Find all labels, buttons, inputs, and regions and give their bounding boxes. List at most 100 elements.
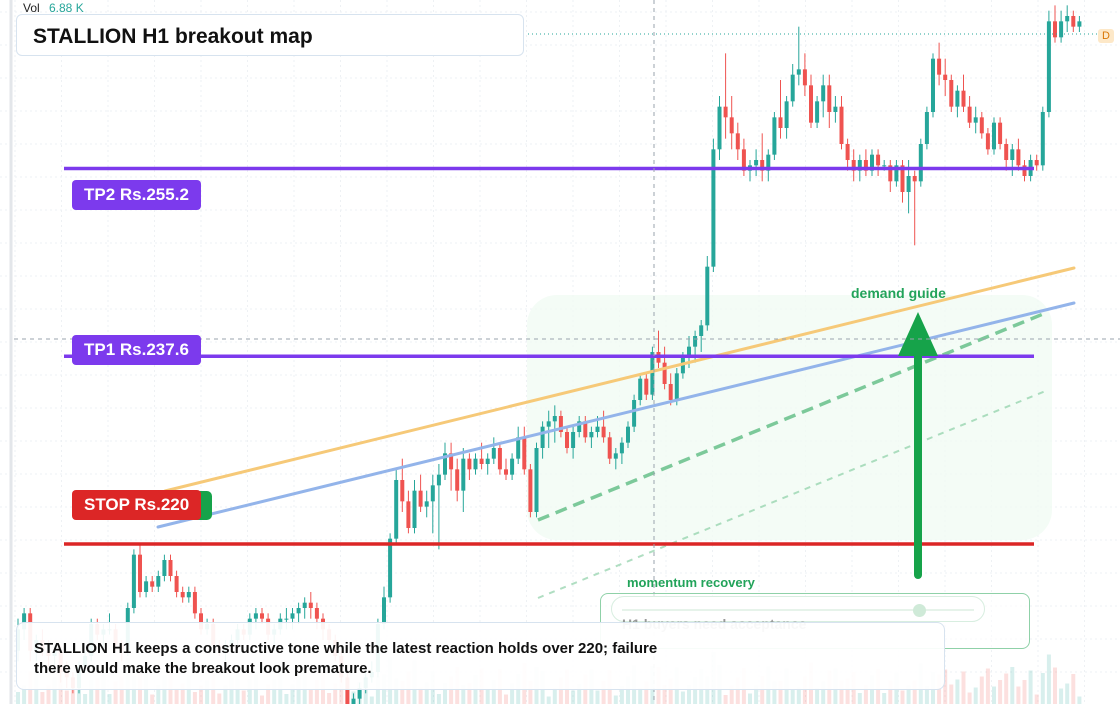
candle-body [284, 618, 289, 620]
candle-body [192, 592, 197, 614]
momentum-track[interactable] [611, 596, 985, 622]
volume-bar [284, 694, 289, 704]
volume-bar [943, 669, 948, 704]
stop-label[interactable]: STOP Rs.220 [72, 490, 202, 520]
candle-body [943, 74, 948, 80]
demand-guide-label: demand guide [851, 285, 946, 301]
volume-bar [1071, 674, 1076, 704]
candle-body [1065, 16, 1070, 22]
volume-bar [107, 694, 112, 704]
volume-bar [802, 676, 807, 704]
candle-body [638, 378, 643, 400]
candle-body [772, 117, 777, 155]
candle-body [156, 576, 161, 587]
candle-body [961, 90, 966, 107]
candle-body [186, 592, 191, 598]
candle-body [260, 613, 264, 619]
volume-bar [89, 680, 94, 704]
volume-bar [504, 694, 508, 704]
candle-body [1040, 112, 1045, 166]
candle-body [1010, 149, 1015, 160]
volume-bar [772, 681, 777, 704]
volume-bar [229, 677, 234, 704]
trendline-channel-dashed [537, 389, 1049, 599]
candle-body [357, 688, 362, 699]
volume-bar [558, 677, 563, 704]
candle-body [174, 576, 179, 592]
candle-body [565, 432, 569, 448]
candle-body [571, 432, 576, 448]
candle-body [528, 469, 533, 512]
candle-body [552, 416, 557, 422]
volume-bar [467, 683, 472, 704]
volume-bar [998, 680, 1003, 704]
volume-bar [1065, 683, 1070, 704]
candle-body [766, 154, 771, 171]
volume-bar [778, 681, 783, 704]
volume-bar [760, 676, 765, 704]
volume-bar [644, 681, 649, 704]
candle-body [1059, 21, 1064, 38]
volume-bar [680, 691, 685, 704]
volume-bar [961, 671, 966, 704]
volume-bar [693, 677, 698, 704]
volume-bar [510, 683, 515, 704]
candle-body [345, 677, 350, 704]
candle-body [778, 117, 783, 128]
volume-bar [955, 679, 960, 704]
candle-body [693, 336, 698, 347]
candle-body [168, 560, 173, 576]
volume-bar [192, 692, 197, 704]
candle-body [717, 106, 722, 150]
volume-value: 6.88 K [49, 1, 84, 15]
volume-bar [52, 677, 57, 704]
volume-bar [601, 681, 606, 704]
volume-bar [815, 688, 820, 704]
note-panel: STALLION H1 keeps a constructive tone wh… [16, 622, 945, 690]
volume-bar [613, 695, 618, 704]
candle-body [22, 613, 27, 630]
volume-bar [491, 680, 496, 704]
candle-body [308, 602, 313, 608]
volume-bar [729, 685, 734, 704]
candle-body [619, 442, 624, 454]
candle-body [607, 437, 612, 459]
volume-bar [723, 695, 728, 704]
volume-bar [1046, 654, 1051, 704]
volume-bar [174, 688, 179, 704]
candle-body [613, 453, 618, 459]
volume-bar [272, 679, 277, 704]
candle-body [583, 421, 588, 438]
candle-body [882, 165, 887, 167]
candle-body [601, 426, 606, 438]
volume-bar [924, 686, 929, 704]
candle-body [668, 384, 673, 400]
momentum-knob[interactable] [913, 604, 926, 617]
volume-bar [845, 678, 850, 704]
candle-body [461, 458, 466, 491]
candle-body [918, 144, 923, 182]
volume-bar [369, 696, 374, 704]
chart-title: STALLION H1 breakout map [33, 25, 313, 48]
candle-body [199, 613, 203, 630]
trendline-support-dashed [537, 310, 1049, 522]
candle-body [546, 421, 551, 427]
volume-bar [394, 678, 399, 704]
volume-bar [668, 678, 673, 704]
candle-body [1071, 16, 1076, 27]
candle-body [589, 432, 594, 438]
candle-body [400, 480, 405, 502]
candle-body [839, 106, 844, 144]
volume-bar [308, 689, 313, 704]
volume-bar [400, 681, 405, 704]
volume-bar [882, 693, 887, 704]
candle-body [406, 501, 411, 528]
volume-bar [973, 687, 978, 704]
volume-bar [290, 684, 295, 704]
volume-bar [296, 676, 301, 704]
candle-body [144, 581, 149, 592]
candle-body [784, 101, 789, 128]
tp2-label[interactable]: TP2 Rs.255.2 [72, 180, 201, 210]
tp1-label[interactable]: TP1 Rs.237.6 [72, 335, 201, 365]
volume-bar [796, 687, 801, 704]
